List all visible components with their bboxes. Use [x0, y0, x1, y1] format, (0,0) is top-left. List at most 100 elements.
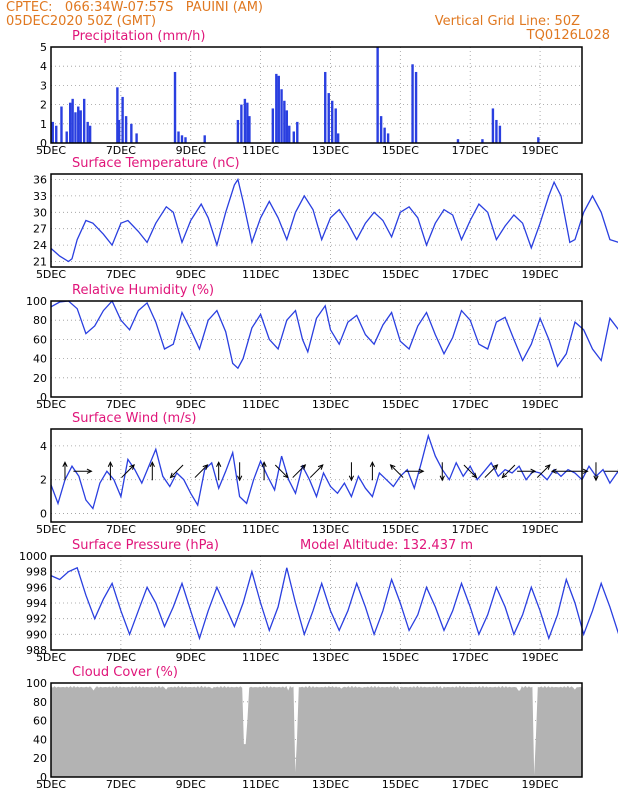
- precip-bar: [383, 127, 386, 143]
- humidity-xtick: 13DEC: [312, 398, 349, 411]
- precip-bar: [498, 125, 502, 143]
- precip-bar: [173, 71, 177, 143]
- precip-bar: [411, 64, 414, 143]
- precip-bar: [275, 73, 278, 143]
- precip-ytick: 4: [40, 60, 47, 73]
- wind-vector-head: [389, 464, 396, 470]
- pressure-ytick: 992: [26, 613, 47, 626]
- humidity-xtick: 5DEC: [36, 398, 66, 411]
- wind-vector: [463, 464, 477, 478]
- precip-bar: [124, 116, 128, 143]
- wind-xtick: 5DEC: [36, 523, 66, 536]
- cloud-xtick: 5DEC: [36, 778, 66, 791]
- temp-panel: 5DEC 7DEC 9DEC 11DEC 13DEC 15DEC 17DEC 19DEC 21 2…: [33, 173, 618, 281]
- wind-vector-head: [317, 464, 324, 470]
- temp-ytick: 30: [33, 206, 47, 219]
- pressure-ytick: 996: [26, 581, 47, 594]
- pressure-panel: 5DEC 7DEC 9DEC 11DEC 13DEC 15DEC 17DEC 19DEC 988…: [19, 550, 618, 664]
- precip-xtick: 15DEC: [382, 144, 419, 157]
- wind-vector: [501, 464, 516, 478]
- wind-xtick: 7DEC: [106, 523, 136, 536]
- pressure-xtick: 5DEC: [36, 651, 66, 664]
- humidity-ytick: 0: [40, 391, 47, 404]
- precip-bar: [240, 104, 243, 143]
- precip-bar: [414, 71, 418, 143]
- wind-vector: [536, 464, 551, 478]
- precip-bar: [69, 102, 72, 143]
- precip-xtick: 5DEC: [36, 144, 66, 157]
- wind-vector-head: [501, 472, 508, 479]
- humidity-series-line: [50, 299, 618, 370]
- precip-bar: [379, 116, 383, 143]
- pressure-xtick: 9DEC: [176, 651, 206, 664]
- precip-bar: [288, 125, 291, 143]
- pressure-xtick: 17DEC: [452, 651, 489, 664]
- pressure-series-line: [50, 566, 618, 641]
- precip-bar: [376, 47, 379, 143]
- wind-vector-head: [107, 461, 114, 467]
- pressure-xtick: 15DEC: [382, 651, 419, 664]
- cloud-xtick: 19DEC: [522, 778, 559, 791]
- wind-vector-head: [237, 475, 243, 482]
- precip-bar: [88, 125, 92, 143]
- header-model-id: TQ0126L028: [526, 28, 610, 43]
- cloud-ytick: 20: [33, 752, 47, 765]
- precip-bar: [79, 110, 82, 143]
- wind-ytick: 2: [40, 474, 47, 487]
- precip-ytick: 2: [40, 99, 47, 112]
- wind-series-line: [50, 433, 618, 510]
- precip-title: Precipitation (mm/h): [72, 29, 206, 44]
- temp-ytick: 21: [33, 256, 47, 269]
- temp-xtick: 15DEC: [382, 268, 419, 281]
- precip-bar: [184, 137, 187, 143]
- wind-vector: [390, 464, 404, 478]
- pressure-frame: [50, 555, 583, 651]
- wind-vector: [194, 464, 208, 478]
- precip-bar: [327, 93, 330, 143]
- precip-bar: [324, 71, 327, 143]
- precip-bar: [51, 121, 54, 143]
- wind-vector-head: [471, 472, 478, 479]
- wind-panel: 5DEC 7DEC 9DEC 11DEC 13DEC 15DEC 17DEC 19DEC 0 2 4: [36, 428, 618, 536]
- precip-bar: [280, 89, 283, 143]
- wind-vector: [170, 464, 184, 478]
- precip-bar: [537, 137, 540, 143]
- precip-frame: [50, 46, 583, 144]
- wind-xtick: 11DEC: [242, 523, 279, 536]
- temp-xtick: 11DEC: [242, 268, 279, 281]
- temp-xtick: 9DEC: [176, 268, 206, 281]
- temp-ytick: 24: [33, 239, 47, 252]
- pressure-xtick: 7DEC: [106, 651, 136, 664]
- wind-vector: [121, 464, 135, 478]
- precip-bar: [495, 119, 498, 143]
- wind-title: Surface Wind (m/s): [72, 411, 197, 426]
- precip-bar: [331, 100, 334, 143]
- wind-vector-head: [582, 468, 589, 474]
- cloud-xtick: 11DEC: [242, 778, 279, 791]
- pressure-xtick: 11DEC: [242, 651, 279, 664]
- wind-xtick: 19DEC: [522, 523, 559, 536]
- humidity-xtick: 17DEC: [452, 398, 489, 411]
- humidity-ytick: 80: [33, 314, 47, 327]
- header-station: CPTEC: 066:34W-07:57S PAUINI (AM): [6, 0, 263, 15]
- humidity-ytick: 20: [33, 372, 47, 385]
- cloud-xtick: 7DEC: [106, 778, 136, 791]
- humidity-xtick: 19DEC: [522, 398, 559, 411]
- wind-vector-head: [129, 464, 135, 470]
- humidity-xtick: 15DEC: [382, 398, 419, 411]
- precip-bar: [491, 108, 495, 143]
- wind-vector-head: [86, 468, 93, 474]
- precip-bar: [248, 116, 251, 143]
- humidity-xtick: 11DEC: [242, 398, 279, 411]
- humidity-ytick: 40: [33, 353, 47, 366]
- pressure-ytick: 990: [26, 628, 47, 641]
- precip-xtick: 19DEC: [522, 144, 559, 157]
- precip-bar: [135, 133, 138, 143]
- header-grid-note: Vertical Grid Line: 50Z: [434, 14, 580, 29]
- precip-bar: [177, 131, 180, 143]
- wind-vector-head: [216, 461, 222, 467]
- wind-xtick: 9DEC: [176, 523, 206, 536]
- wind-vector-head: [369, 461, 376, 467]
- precip-bar: [74, 112, 77, 143]
